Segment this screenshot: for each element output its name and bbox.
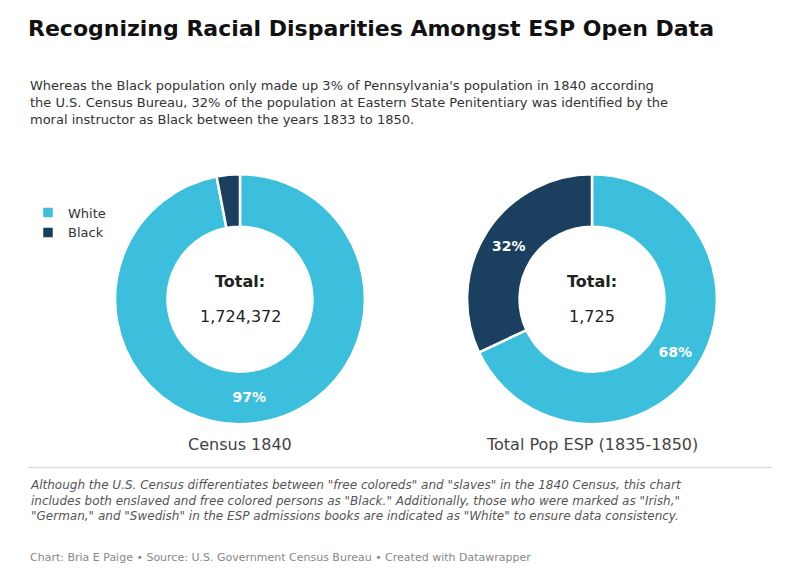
svg-text:1,724,372: 1,724,372 — [200, 307, 281, 326]
svg-text:68%: 68% — [659, 344, 693, 360]
svg-text:32%: 32% — [492, 238, 526, 254]
svg-text:1,725: 1,725 — [569, 307, 615, 326]
svg-text:Chart: Bria E Paige • Source:: Chart: Bria E Paige • Source: U.S. Gover… — [30, 551, 531, 564]
svg-text:Although the U.S. Census diffe: Although the U.S. Census differentiates … — [30, 478, 682, 523]
svg-text:Total:: Total: — [215, 272, 265, 291]
svg-text:Black: Black — [68, 225, 104, 240]
svg-text:Total Pop ESP (1835-1850): Total Pop ESP (1835-1850) — [486, 435, 698, 454]
svg-text:Total:: Total: — [567, 272, 617, 291]
svg-text:Whereas the Black population o: Whereas the Black population only made u… — [30, 78, 668, 127]
svg-text:Recognizing Racial Disparities: Recognizing Racial Disparities Amongst E… — [28, 16, 714, 41]
svg-text:Census 1840: Census 1840 — [188, 435, 292, 454]
svg-text:White: White — [68, 206, 106, 221]
svg-text:97%: 97% — [233, 389, 267, 405]
